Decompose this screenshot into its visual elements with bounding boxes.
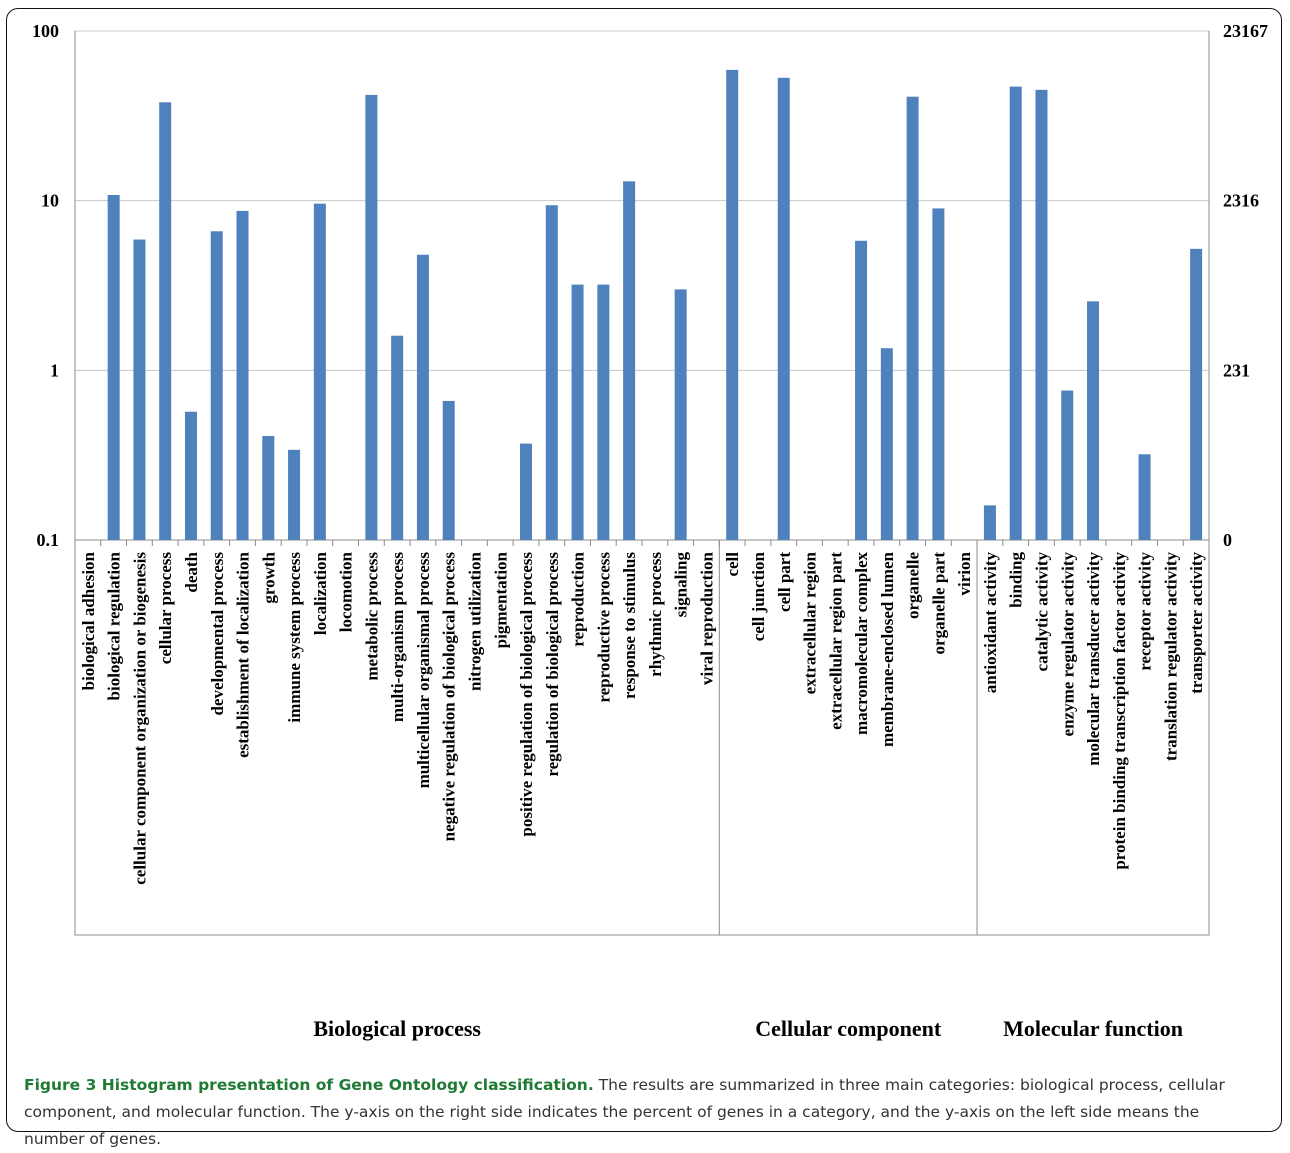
category-label: macromolecular complex <box>852 551 871 735</box>
category-label: organelle <box>904 552 923 619</box>
category-label: cellular component organization or bioge… <box>130 552 149 885</box>
category-label: immune system process <box>285 552 304 723</box>
category-label: translation regulator activity <box>1161 552 1180 762</box>
bar <box>288 449 301 540</box>
group-label: Cellular component <box>755 1016 942 1041</box>
bar <box>674 289 687 540</box>
category-label: organelle part <box>929 552 948 655</box>
category-label: binding <box>1007 552 1026 608</box>
figure-caption: Figure 3 Histogram presentation of Gene … <box>24 1072 1264 1153</box>
category-label-box <box>74 540 1210 936</box>
category-label: signaling <box>672 552 691 618</box>
bar <box>545 205 558 541</box>
caption-text: The results are summarized in three main… <box>24 1076 1225 1148</box>
left-axis-ticks: 100 10 1 0.1 <box>32 21 59 550</box>
bar <box>1035 89 1048 540</box>
category-label: cell <box>723 552 742 577</box>
group-labels: Biological process Cellular component Mole… <box>313 1016 1183 1041</box>
left-tick-label: 10 <box>41 191 59 211</box>
bar <box>1061 390 1074 540</box>
bar <box>262 436 275 540</box>
bar <box>313 203 326 540</box>
bar <box>133 239 146 540</box>
category-label: response to stimulus <box>620 552 639 699</box>
category-label: viral reproduction <box>697 551 716 685</box>
bar <box>623 181 636 540</box>
category-label: pigmentation <box>491 551 510 648</box>
left-tick-label: 0.1 <box>37 530 60 550</box>
bar <box>726 69 739 540</box>
category-label: cell part <box>775 552 794 612</box>
category-label: growth <box>259 551 278 603</box>
category-label: molecular transducer activity <box>1084 552 1103 766</box>
go-histogram: 100 10 1 0.1 23167 2316 231 0 biological adhes… <box>32 21 1268 1041</box>
figure-frame <box>6 8 1282 1132</box>
category-label: catalytic activity <box>1032 552 1051 672</box>
bar <box>107 194 120 540</box>
category-label: extracellular region part <box>826 552 845 730</box>
left-tick-label: 1 <box>50 360 59 380</box>
right-axis-ticks: 23167 2316 231 0 <box>1223 21 1268 550</box>
category-label: reproduction <box>569 551 588 646</box>
left-tick-label: 100 <box>32 21 59 41</box>
bar <box>855 240 868 540</box>
bar <box>932 208 945 541</box>
category-labels: biological adhesion biological regulation… <box>79 551 1206 884</box>
group-label: Biological process <box>313 1016 481 1041</box>
bar <box>210 231 223 540</box>
bar <box>1009 86 1022 540</box>
bar <box>1138 454 1151 540</box>
group-label: Molecular function <box>1003 1016 1183 1041</box>
category-label: regulation of biological process <box>543 552 562 777</box>
caption-title: Figure 3 Histogram presentation of Gene … <box>24 1076 594 1094</box>
category-label: antioxidant activity <box>981 552 1000 694</box>
category-label: extracellular region <box>801 551 820 694</box>
category-label: metabolic process <box>362 552 381 681</box>
bar <box>416 254 429 541</box>
right-tick-label: 2316 <box>1223 191 1259 211</box>
category-label: reproductive process <box>594 552 613 703</box>
category-label: membrane-enclosed lumen <box>878 551 897 747</box>
category-label: establishment of localization <box>234 551 253 757</box>
category-label: rhythmic process <box>646 552 665 677</box>
bar <box>597 284 610 540</box>
bar <box>520 443 533 540</box>
bar <box>365 94 378 541</box>
bar <box>442 400 455 540</box>
bar <box>1190 248 1203 540</box>
bar <box>571 284 584 540</box>
bar <box>159 102 172 540</box>
bar <box>906 96 919 541</box>
category-label: positive regulation of biological proces… <box>517 552 536 837</box>
category-label: nitrogen utilization <box>465 551 484 691</box>
bar <box>184 411 197 540</box>
right-tick-label: 23167 <box>1223 21 1268 41</box>
right-tick-label: 231 <box>1223 360 1250 380</box>
category-label: cell junction <box>749 551 768 641</box>
category-label: developmental process <box>208 552 227 716</box>
category-label: virion <box>955 551 974 595</box>
bar <box>777 77 790 541</box>
category-label: multicellular organismal process <box>414 552 433 789</box>
category-label: cellular process <box>156 552 175 665</box>
category-label: transporter activity <box>1187 552 1206 694</box>
category-label: locomotion <box>337 551 356 632</box>
bar <box>983 505 996 540</box>
bar <box>236 210 249 541</box>
category-label: enzyme regulator activity <box>1058 552 1077 737</box>
category-label: negative regulation of biological proces… <box>440 552 459 842</box>
bar <box>391 335 404 540</box>
bar <box>880 348 893 540</box>
bars <box>107 69 1203 541</box>
category-label: biological adhesion <box>79 551 98 690</box>
category-label: multi-organism process <box>388 552 407 723</box>
bar <box>1087 301 1100 540</box>
category-label: receptor activity <box>1136 552 1155 671</box>
category-label: localization <box>311 551 330 635</box>
category-label: biological regulation <box>105 551 124 700</box>
category-label: death <box>182 551 201 592</box>
right-tick-label: 0 <box>1223 530 1232 550</box>
category-label: protein binding transcription factor act… <box>1110 552 1129 870</box>
